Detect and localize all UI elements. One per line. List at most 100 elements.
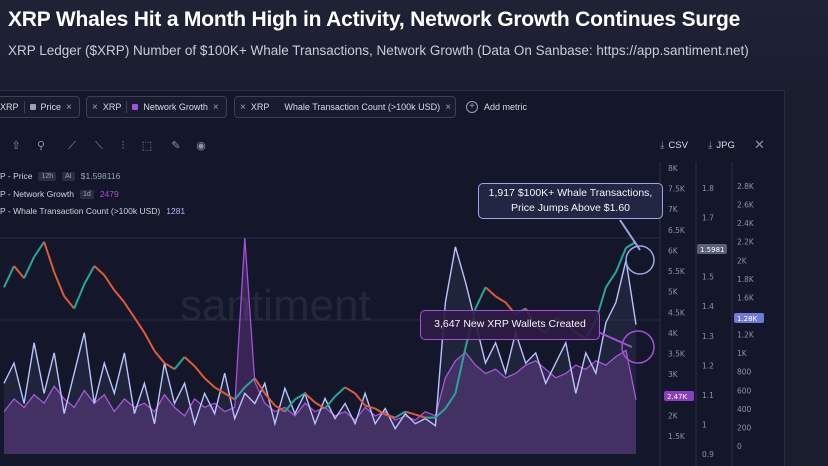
whale-arrow <box>619 219 641 251</box>
ray-icon[interactable]: ⟍ <box>95 139 103 152</box>
legend-network-growth: P - Network Growth 1d 2479 <box>0 189 119 199</box>
interval-tag: 1d <box>80 189 94 199</box>
price-segment <box>304 392 316 404</box>
whale-axis-tick: 200 <box>737 423 752 432</box>
callout-line: 1,917 $100K+ Whale Transactions, <box>488 187 653 199</box>
add-metric-button[interactable]: + Add metric <box>466 98 527 116</box>
rectangle-icon[interactable]: ⬚ <box>141 139 153 152</box>
price-segment <box>83 265 96 285</box>
metric-chip-whale-count[interactable]: × XRP Whale Transaction Count (>100k USD… <box>234 96 456 118</box>
price-segment <box>173 356 186 370</box>
price-segment <box>163 362 176 370</box>
price-segment <box>33 241 45 258</box>
price-axis-tick: 1.2 <box>702 361 714 370</box>
price-segment <box>484 286 497 298</box>
network-last-value: 2.47K <box>667 393 688 401</box>
price-axis-tick: 0.9 <box>702 450 714 459</box>
price-segment <box>233 386 246 401</box>
price-segment <box>244 377 256 389</box>
price-segment <box>53 271 66 297</box>
add-metric-label: Add metric <box>484 102 528 112</box>
brush-icon[interactable]: ✎ <box>171 139 181 152</box>
price-segment <box>93 265 105 276</box>
legend-value: 1281 <box>166 206 186 216</box>
price-segment <box>23 256 35 279</box>
close-icon[interactable]: × <box>212 101 219 113</box>
price-segment <box>284 398 296 413</box>
divider <box>126 101 128 113</box>
network-axis-tick: 4.5K <box>668 308 686 317</box>
close-chart-icon[interactable]: ✕ <box>754 138 765 153</box>
metric-chip-price[interactable]: XRP Price × <box>0 96 80 118</box>
eye-icon[interactable]: ◉ <box>196 139 206 152</box>
whale-callout: 1,917 $100K+ Whale Transactions, Price J… <box>478 183 663 219</box>
vertical-line-icon[interactable]: ⫶ <box>121 139 125 152</box>
header: XRP Whales Hit a Month High in Activity,… <box>0 0 828 90</box>
price-segment <box>63 295 75 310</box>
price-segment <box>73 283 86 309</box>
price-segment <box>344 386 356 395</box>
chip-asset: XRP <box>102 102 122 112</box>
price-axis-tick: 1.5 <box>702 273 714 282</box>
price-segment <box>474 286 487 309</box>
price-last-value: 1.5981 <box>700 246 725 254</box>
chart-canvas[interactable]: santiment 8K 7.5K 7K 6.5K 6K 5.5K 5K 4.5K 4K 3.5K… <box>0 162 828 466</box>
price-segment <box>214 386 226 395</box>
price-segment <box>415 413 426 419</box>
price-segment <box>324 395 336 410</box>
cursor-tool-icon[interactable]: ⇧ <box>11 139 21 152</box>
price-segment <box>384 413 396 419</box>
legend-whale-count: P - Whale Transaction Count (>100k USD) … <box>0 206 185 216</box>
network-axis-tick: 6K <box>668 246 679 255</box>
whale-axis-tick: 2.2K <box>737 238 755 247</box>
price-segment <box>3 265 15 288</box>
whale-axis-tick: 600 <box>737 386 752 395</box>
price-segment <box>13 265 25 279</box>
close-icon[interactable]: × <box>92 101 98 113</box>
price-segment <box>224 392 236 401</box>
wallet-highlight <box>621 330 655 364</box>
price-last-value-bg <box>697 244 727 254</box>
close-icon[interactable]: × <box>66 101 72 113</box>
price-segment <box>444 392 457 410</box>
close-icon[interactable]: × <box>240 101 246 113</box>
network-axis-tick: 3.5K <box>668 350 686 359</box>
interval-tag: 12h <box>38 171 57 181</box>
price-axis-tick: 1.1 <box>702 391 714 400</box>
price-segment <box>103 274 116 291</box>
price-segment <box>354 392 366 407</box>
price-segment <box>495 295 507 304</box>
legend-label: P - Whale Transaction Count (>100k USD) <box>0 206 161 216</box>
price-segment <box>334 386 346 398</box>
price-segment <box>454 347 467 394</box>
whale-axis-tick: 2.8K <box>737 182 755 191</box>
metric-chip-network-growth[interactable]: × XRP Network Growth × <box>86 96 227 118</box>
legend-label: P - Price <box>0 171 33 181</box>
export-jpg-button[interactable]: ⤓ JPG <box>708 140 735 151</box>
legend-label: P - Network Growth <box>0 189 75 199</box>
price-segment <box>374 407 386 416</box>
export-csv-button[interactable]: ⤓ CSV <box>660 140 688 151</box>
download-icon: ⤓ <box>660 140 665 151</box>
price-segment <box>615 247 627 273</box>
legend-price: P - Price 12h AI $1.598116 <box>0 171 120 181</box>
trend-line-icon[interactable]: ⟋ <box>68 139 76 152</box>
wallet-arrow <box>597 331 633 348</box>
chart-panel <box>0 90 785 466</box>
chip-asset: XRP <box>0 102 19 112</box>
zoom-icon[interactable]: ⚲ <box>36 139 46 152</box>
price-segment <box>133 317 146 334</box>
price-segment <box>253 377 266 394</box>
legend-value: $1.598116 <box>80 171 121 181</box>
price-segment <box>605 271 617 288</box>
series-swatch <box>132 104 139 110</box>
divider <box>23 101 25 113</box>
export-csv-label: CSV <box>668 140 688 151</box>
whale-axis-tick: 400 <box>737 405 752 414</box>
close-icon[interactable]: × <box>445 101 452 113</box>
page-title: XRP Whales Hit a Month High in Activity,… <box>8 8 741 31</box>
price-segment <box>364 404 376 410</box>
price-segment <box>274 404 286 413</box>
price-segment <box>394 410 406 419</box>
network-axis-tick: 1.5K <box>668 432 686 441</box>
